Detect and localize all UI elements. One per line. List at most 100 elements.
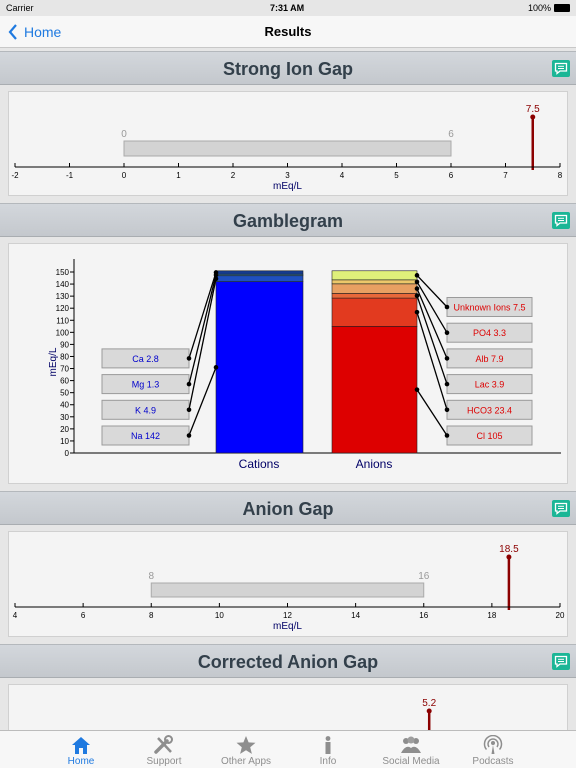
section-header-gamblegram: Gamblegram: [0, 203, 576, 237]
stack-segment-unknown-ions: [331, 270, 418, 281]
y-tick-label: 140: [56, 280, 70, 289]
status-time: 7:31 AM: [270, 3, 305, 13]
ion-connector-line: [416, 288, 448, 359]
x-axis-label: mEq/L: [273, 621, 302, 632]
y-axis-label: mEq/L: [48, 347, 59, 376]
gamblegram-chart: 0 10 20 30 40 50 60 70 80 90 100 110 120 130 140 150 mEq…: [8, 243, 568, 484]
tab-info[interactable]: Info: [288, 733, 368, 768]
tab-label: Podcasts: [472, 756, 514, 767]
range-max-label: 16: [418, 571, 430, 582]
tab-home[interactable]: Home: [41, 733, 121, 768]
x-tick-label: 0: [122, 171, 127, 180]
ion-label: Lac 3.9: [475, 380, 505, 390]
tab-label: Social Media: [382, 756, 440, 767]
x-axis-label: mEq/L: [273, 181, 302, 192]
comment-button[interactable]: [552, 653, 570, 670]
ion-connector-dot: [213, 365, 219, 370]
x-tick-label: 4: [13, 611, 18, 620]
stack-segment-k: [215, 275, 304, 282]
tab-other-apps[interactable]: Other Apps: [206, 733, 286, 768]
ion-connector-dot: [444, 381, 450, 387]
ion-connector-line: [188, 274, 217, 385]
ion-connector-dot: [414, 286, 420, 291]
ion-label: Unknown Ions 7.5: [453, 303, 525, 313]
ion-connector-line: [188, 272, 217, 359]
x-tick-label: 4: [340, 171, 345, 180]
value-label: 18.5: [499, 544, 519, 555]
ion-label: K 4.9: [135, 405, 156, 415]
back-button[interactable]: Home: [8, 22, 61, 42]
value-marker-dot: [530, 114, 536, 120]
normal-range-bar: [150, 582, 425, 598]
tab-support[interactable]: Support: [124, 733, 204, 768]
tab-label: Other Apps: [220, 756, 272, 767]
x-tick-label: 6: [449, 171, 454, 180]
stack-segment-po4: [331, 279, 418, 285]
x-tick-label: 8: [149, 611, 154, 620]
section-title: Gamblegram: [232, 211, 344, 231]
comment-button[interactable]: [552, 60, 570, 77]
comment-button[interactable]: [552, 212, 570, 229]
back-button-label: Home: [24, 24, 62, 40]
corrected-anion-gap-chart: -445.2: [8, 684, 568, 731]
tab-podcasts[interactable]: Podcasts: [453, 733, 533, 768]
x-tick-label: 5: [394, 171, 399, 180]
x-tick-label: 20: [556, 611, 565, 620]
x-tick-label: 10: [215, 611, 224, 620]
y-tick-label: 50: [60, 389, 69, 398]
anion-gap-chart: 8 16 18.5 4 6 8 10 12 14 16 18 20 mEq/L: [8, 531, 568, 637]
ion-connector-line: [416, 389, 448, 436]
ion-connector-dot: [414, 273, 420, 278]
ion-label: Ca 2.8: [132, 354, 159, 364]
ion-connector-dot: [186, 381, 192, 387]
y-tick-label: 130: [56, 292, 70, 301]
section-title: Strong Ion Gap: [223, 59, 353, 79]
y-tick-label: 150: [56, 268, 70, 277]
value-label: 7.5: [526, 104, 540, 115]
ion-connector-line: [416, 281, 448, 334]
x-tick-label: 3: [285, 171, 290, 180]
y-tick-label: 100: [56, 328, 70, 337]
ion-connector-dot: [213, 270, 219, 275]
tab-label: Support: [146, 756, 182, 767]
tab-social-media[interactable]: Social Media: [371, 733, 451, 768]
comment-icon: [554, 502, 568, 515]
ion-connector-dot: [414, 293, 420, 299]
strong-ion-gap-svg: 0 6 7.5 -2 -1 0 1 2 3 4 5 6 7 8 mEq/L: [11, 104, 562, 192]
home-icon: [72, 737, 90, 754]
x-tick-label: 14: [351, 611, 360, 620]
range-min-label: 0: [121, 129, 127, 140]
battery-icon: [554, 4, 570, 12]
ion-label: HCO3 23.4: [467, 405, 512, 415]
x-category-label: Anions: [356, 457, 393, 471]
star-icon: [236, 736, 256, 754]
info-icon: [325, 736, 331, 754]
ion-label: Mg 1.3: [132, 380, 160, 390]
stack-segment-ca: [215, 270, 304, 275]
gamblegram-svg: 0 10 20 30 40 50 60 70 80 90 100 110 120 130 140 150 mEq…: [48, 259, 561, 471]
y-tick-label: 110: [56, 316, 69, 325]
ion-label: Cl 105: [476, 431, 502, 441]
y-tick-label: 0: [65, 449, 70, 458]
ion-label: Na 142: [131, 431, 160, 441]
section-header-anion-gap: Anion Gap: [0, 491, 576, 525]
y-tick-label: 20: [60, 425, 69, 434]
ion-connector-line: [416, 274, 448, 308]
x-tick-label: 1: [176, 171, 181, 180]
section-title: Corrected Anion Gap: [197, 652, 379, 672]
y-tick-label: 90: [60, 340, 69, 349]
page-title: Results: [264, 24, 312, 39]
ion-label: PO4 3.3: [473, 328, 506, 338]
y-tick-label: 40: [60, 401, 69, 410]
ion-connector-dot: [414, 387, 420, 392]
y-tick-label: 120: [56, 304, 70, 313]
range-max-label: 6: [448, 129, 454, 140]
strong-ion-gap-chart: 0 6 7.5 -2 -1 0 1 2 3 4 5 6 7 8 mEq/L: [8, 91, 568, 196]
comment-button[interactable]: [552, 500, 570, 517]
tab-label: Info: [319, 756, 337, 767]
podcast-icon: [483, 735, 503, 754]
normal-range-bar: [123, 140, 452, 157]
comment-icon: [554, 214, 568, 227]
ion-connector-dot: [444, 330, 450, 335]
corrected-anion-gap-svg: -445.2: [422, 698, 437, 731]
